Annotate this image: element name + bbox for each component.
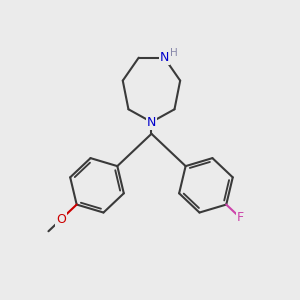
Text: F: F (237, 211, 244, 224)
Text: O: O (56, 213, 66, 226)
Text: N: N (160, 51, 169, 64)
Text: N: N (147, 116, 156, 128)
Text: H: H (170, 48, 178, 58)
